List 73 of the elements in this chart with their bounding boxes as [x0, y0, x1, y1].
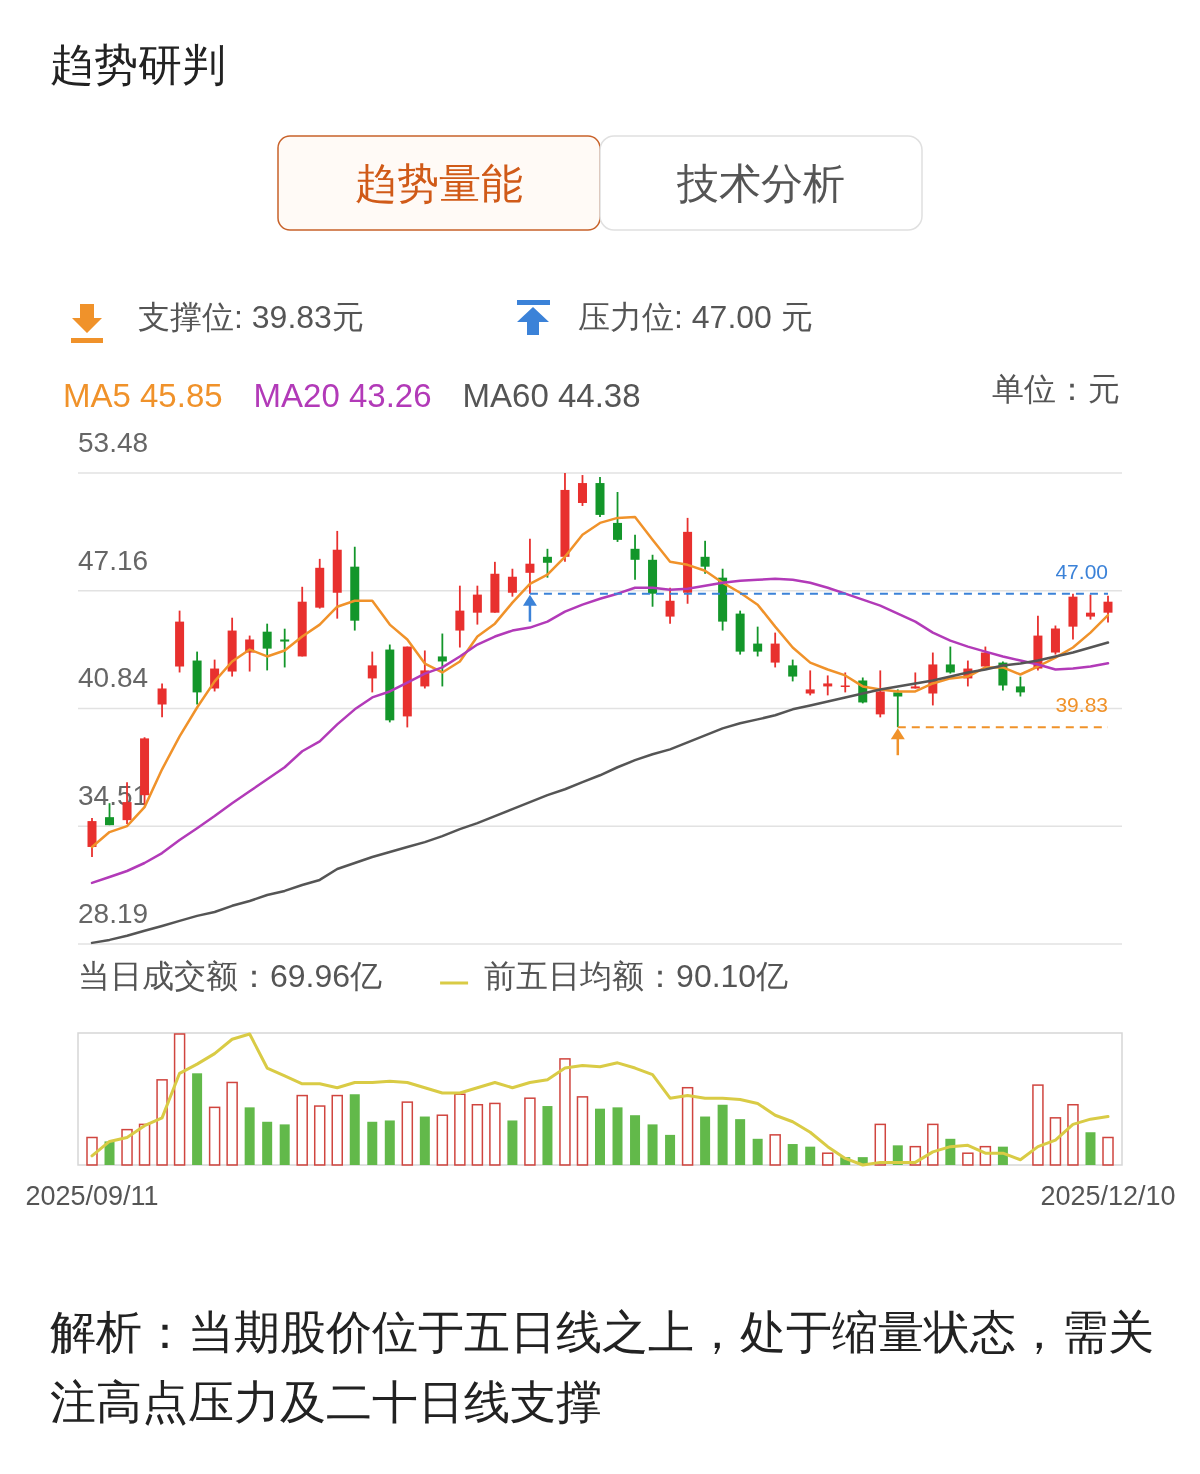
y-axis-title: 单位：元	[992, 371, 1120, 407]
bar	[173, 1033, 186, 1166]
bar	[752, 1138, 763, 1165]
bar	[524, 1097, 536, 1166]
bar	[244, 1107, 255, 1165]
bar	[489, 1102, 501, 1166]
bar	[454, 1093, 466, 1166]
bar	[1102, 1136, 1114, 1166]
bar	[769, 1134, 781, 1166]
bar	[331, 1094, 343, 1166]
legend-label: MA5 45.85	[63, 377, 223, 414]
x-tick-label: 2025/09/11	[25, 1181, 159, 1211]
ref-line-label: 39.83	[1055, 693, 1108, 717]
legend-label: 前五日均额：90.10亿	[484, 958, 789, 994]
text: MA60 44.38	[462, 377, 641, 414]
bar	[595, 1108, 605, 1165]
bar	[1049, 1117, 1062, 1166]
text: 趋势量能	[355, 160, 523, 207]
text: MA20 43.26	[253, 377, 432, 414]
bar	[787, 1144, 798, 1165]
bar	[156, 1079, 168, 1166]
bar	[192, 1073, 203, 1165]
bar	[208, 1106, 221, 1166]
bar	[909, 1145, 922, 1166]
chart-title: 趋势研判	[50, 40, 226, 89]
bar	[313, 1105, 326, 1166]
bar	[647, 1124, 658, 1165]
bar	[576, 1096, 589, 1166]
bar	[700, 1116, 711, 1165]
bar	[630, 1115, 641, 1165]
bar	[717, 1104, 728, 1165]
bar	[507, 1120, 518, 1165]
text: 技术分析	[676, 160, 845, 207]
bar	[979, 1145, 992, 1166]
text: 压力位: 47.00 元	[578, 299, 813, 335]
bar	[542, 1106, 553, 1165]
bar	[665, 1134, 676, 1165]
bar	[262, 1121, 273, 1165]
text: 解析：当期股价位于五日线之上，处于缩量状态，需关注高点压力及二十日线支撑	[50, 1306, 1154, 1428]
bar	[874, 1123, 887, 1166]
bar	[419, 1116, 430, 1165]
bar	[1067, 1103, 1079, 1166]
bar	[805, 1146, 816, 1165]
bar	[559, 1058, 571, 1166]
bar	[1032, 1084, 1044, 1166]
bar	[104, 1141, 115, 1165]
ref-line-label: 47.00	[1055, 559, 1108, 583]
bar	[367, 1121, 378, 1165]
bar	[86, 1136, 98, 1166]
y-tick-label: 28.19	[78, 898, 149, 929]
bar	[681, 1086, 694, 1166]
bar	[349, 1094, 360, 1165]
bar	[279, 1124, 290, 1165]
bar	[226, 1081, 238, 1166]
bar	[138, 1123, 151, 1166]
bar	[821, 1152, 834, 1166]
bar	[471, 1103, 484, 1166]
bar	[1085, 1132, 1096, 1165]
bar	[436, 1114, 449, 1166]
bar	[401, 1101, 414, 1166]
text: 当日成交额：69.96亿	[78, 958, 383, 994]
bar	[735, 1119, 746, 1165]
bar	[962, 1152, 974, 1166]
bar	[927, 1123, 939, 1166]
bar	[121, 1128, 133, 1166]
bar	[384, 1120, 395, 1165]
bar	[612, 1107, 623, 1165]
y-tick-label: 40.84	[78, 662, 149, 694]
x-tick-label: 2025/12/10	[1040, 1181, 1176, 1211]
text: 支撑位: 39.83元	[138, 299, 364, 335]
y-tick-label: 47.16	[78, 544, 149, 576]
y-tick-label: 53.48	[78, 427, 149, 458]
bar	[296, 1094, 308, 1166]
